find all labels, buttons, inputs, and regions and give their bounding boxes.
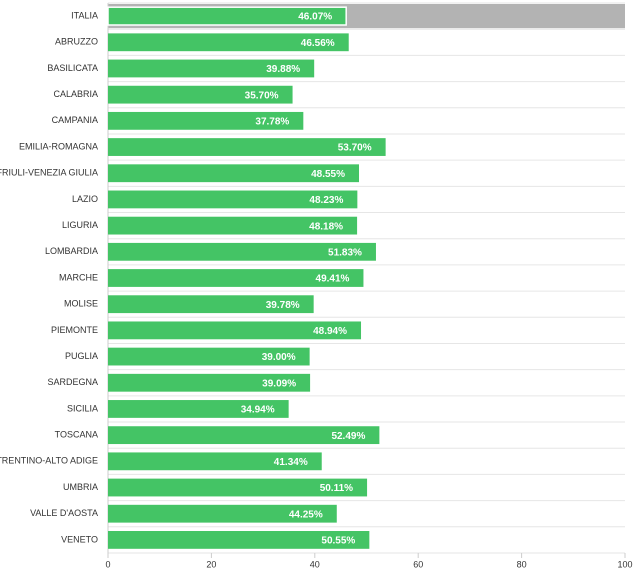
bar bbox=[108, 478, 368, 497]
y-tick-label: MOLISE bbox=[64, 299, 98, 309]
bar bbox=[108, 269, 364, 287]
value-label: 44.25% bbox=[289, 509, 323, 520]
bar bbox=[108, 400, 289, 418]
bar bbox=[108, 164, 360, 183]
y-tick-label: EMILIA-ROMAGNA bbox=[19, 141, 98, 151]
x-tick-label: 80 bbox=[517, 559, 527, 569]
x-tick-label: 100 bbox=[617, 559, 632, 569]
value-label: 48.18% bbox=[309, 221, 343, 232]
y-tick-label: PUGLIA bbox=[65, 351, 98, 361]
y-tick-label: ABRUZZO bbox=[55, 37, 98, 47]
bar bbox=[107, 6, 347, 26]
bar bbox=[108, 138, 386, 156]
bar bbox=[108, 452, 322, 471]
y-tick-label: VENETO bbox=[61, 534, 98, 544]
value-label: 35.70% bbox=[245, 90, 279, 101]
bar bbox=[108, 33, 349, 52]
bar bbox=[108, 531, 370, 549]
value-label: 52.49% bbox=[331, 431, 365, 442]
x-tick-label: 60 bbox=[413, 559, 423, 569]
value-label: 41.34% bbox=[274, 457, 308, 468]
y-tick-label: ITALIA bbox=[71, 10, 98, 20]
value-label: 39.00% bbox=[262, 352, 296, 363]
value-label: 34.94% bbox=[241, 405, 275, 416]
bar bbox=[108, 59, 315, 78]
y-tick-label: CALABRIA bbox=[53, 89, 98, 99]
y-tick-label: LIGURIA bbox=[62, 220, 98, 230]
y-tick-label: PIEMONTE bbox=[51, 325, 98, 335]
y-tick-label: SICILIA bbox=[67, 403, 98, 413]
x-tick-label: 20 bbox=[206, 559, 216, 569]
y-tick-label: TRENTINO-ALTO ADIGE bbox=[0, 456, 98, 466]
bar bbox=[108, 504, 337, 523]
bar bbox=[108, 216, 358, 235]
y-tick-label: SARDEGNA bbox=[47, 377, 98, 387]
y-tick-label: MARCHE bbox=[59, 272, 98, 282]
value-label: 49.41% bbox=[316, 274, 350, 285]
x-tick-label: 0 bbox=[105, 559, 110, 569]
bar bbox=[108, 347, 310, 366]
y-tick-label: FRIULI-VENEZIA GIULIA bbox=[0, 168, 98, 178]
value-label: 48.23% bbox=[309, 195, 343, 206]
y-tick-label: LOMBARDIA bbox=[45, 246, 98, 256]
bar bbox=[108, 242, 376, 261]
value-label: 48.94% bbox=[313, 326, 347, 337]
y-tick-label: CAMPANIA bbox=[52, 115, 98, 125]
value-label: 46.56% bbox=[301, 38, 335, 49]
y-tick-label: UMBRIA bbox=[63, 482, 98, 492]
bar bbox=[108, 190, 358, 209]
value-label: 39.88% bbox=[266, 64, 300, 75]
value-label: 39.78% bbox=[266, 300, 300, 311]
value-label: 39.09% bbox=[262, 378, 296, 389]
value-label: 53.70% bbox=[338, 143, 372, 154]
value-label: 46.07% bbox=[298, 12, 332, 23]
bar bbox=[108, 373, 311, 392]
value-label: 50.11% bbox=[320, 483, 353, 494]
bar bbox=[108, 321, 362, 340]
bar bbox=[108, 111, 304, 130]
y-tick-label: VALLE D'AOSTA bbox=[30, 508, 98, 518]
bar bbox=[108, 85, 293, 104]
y-tick-label: TOSCANA bbox=[55, 430, 98, 440]
value-label: 51.83% bbox=[328, 247, 362, 258]
x-tick-label: 40 bbox=[310, 559, 320, 569]
value-label: 48.55% bbox=[311, 169, 345, 180]
value-label: 50.55% bbox=[321, 536, 355, 547]
bar bbox=[108, 295, 314, 314]
value-label: 37.78% bbox=[255, 116, 289, 127]
y-tick-label: LAZIO bbox=[72, 194, 98, 204]
y-tick-label: BASILICATA bbox=[47, 63, 98, 73]
bar bbox=[108, 426, 380, 445]
